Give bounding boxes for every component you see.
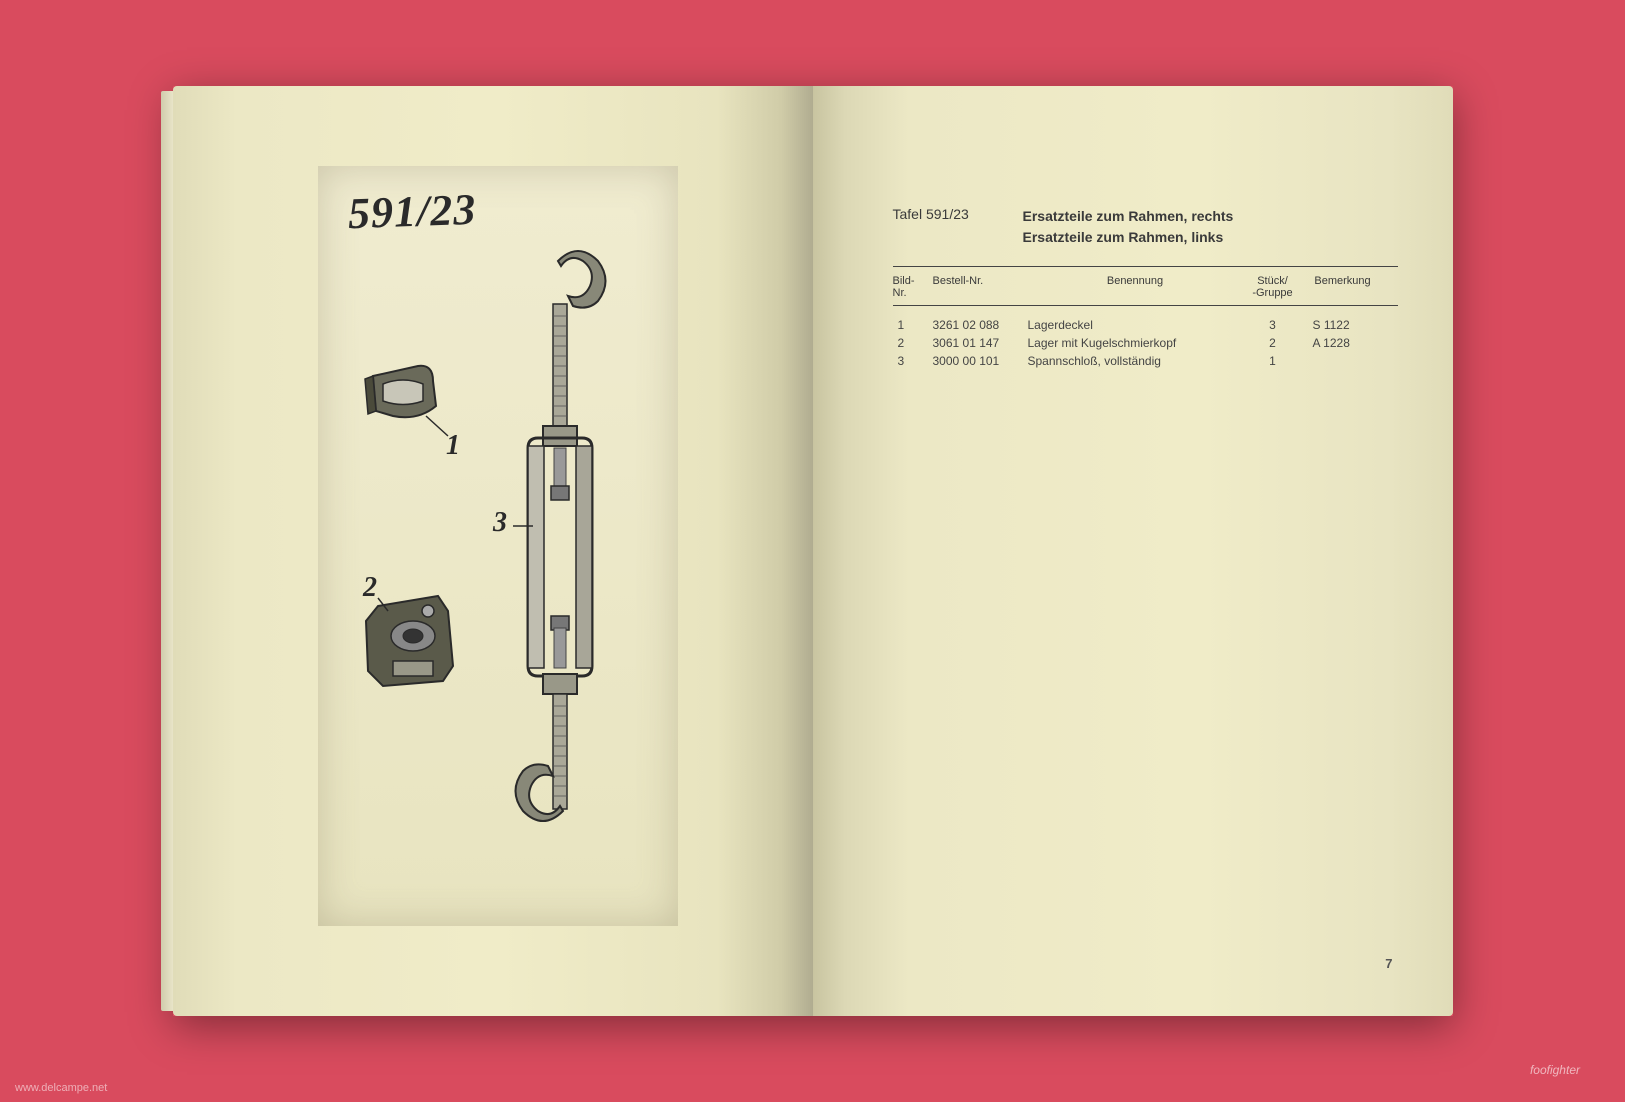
heading-line-2: Ersatzteile zum Rahmen, links xyxy=(1023,227,1234,248)
col-header-bestell: Bestell-Nr. xyxy=(933,275,1028,299)
page-heading: Tafel 591/23 Ersatzteile zum Rahmen, rec… xyxy=(893,206,1398,248)
cell-bemerkung: A 1228 xyxy=(1303,336,1383,350)
cell-benennung: Lager mit Kugelschmierkopf xyxy=(1028,336,1243,350)
turnbuckle-item-3 xyxy=(515,251,605,821)
bearing-item-2 xyxy=(366,596,453,686)
cell-bemerkung xyxy=(1303,354,1383,368)
cell-stueck: 2 xyxy=(1243,336,1303,350)
cell-bestell: 3061 01 147 xyxy=(933,336,1028,350)
bearing-cap-item-1 xyxy=(365,366,436,417)
cell-benennung: Lagerdeckel xyxy=(1028,318,1243,332)
table-row: 1 3261 02 088 Lagerdeckel 3 S 1122 xyxy=(893,318,1398,332)
cell-benennung: Spannschloß, vollständig xyxy=(1028,354,1243,368)
cell-bestell: 3000 00 101 xyxy=(933,354,1028,368)
cell-stueck: 3 xyxy=(1243,318,1303,332)
svg-text:1: 1 xyxy=(446,430,460,461)
col-header-benennung: Benennung xyxy=(1028,275,1243,299)
delcampe-credit: www.delcampe.net xyxy=(15,1082,107,1094)
cell-bemerkung: S 1122 xyxy=(1303,318,1383,332)
parts-diagram: 1 2 3 xyxy=(318,166,678,926)
parts-list-content: Tafel 591/23 Ersatzteile zum Rahmen, rec… xyxy=(813,86,1453,412)
cell-bild: 1 xyxy=(893,318,933,332)
col-header-bemerkung: Bemerkung xyxy=(1303,275,1383,299)
left-page: 591/23 xyxy=(173,86,813,1016)
page-number: 7 xyxy=(1385,956,1392,971)
table-column-headers: Bild-Nr. Bestell-Nr. Benennung Stück/-Gr… xyxy=(893,266,1398,306)
cell-bild: 2 xyxy=(893,336,933,350)
book-spread: 591/23 xyxy=(173,86,1453,1016)
table-row: 3 3000 00 101 Spannschloß, vollständig 1 xyxy=(893,354,1398,368)
cell-stueck: 1 xyxy=(1243,354,1303,368)
cell-bild: 3 xyxy=(893,354,933,368)
heading-line-1: Ersatzteile zum Rahmen, rechts xyxy=(1023,206,1234,227)
right-page: Tafel 591/23 Ersatzteile zum Rahmen, rec… xyxy=(813,86,1453,1016)
cell-bestell: 3261 02 088 xyxy=(933,318,1028,332)
col-header-stueck: Stück/-Gruppe xyxy=(1243,275,1303,299)
heading-text: Ersatzteile zum Rahmen, rechts Ersatztei… xyxy=(1023,206,1234,248)
tafel-reference: Tafel 591/23 xyxy=(893,206,1023,248)
callouts: 1 2 3 xyxy=(362,416,533,611)
col-header-bild: Bild-Nr. xyxy=(893,275,933,299)
watermark-text: foofighter xyxy=(1530,1063,1580,1077)
svg-text:2: 2 xyxy=(362,572,377,603)
illustration-plate: 591/23 xyxy=(318,166,678,926)
svg-text:3: 3 xyxy=(492,507,507,538)
table-row: 2 3061 01 147 Lager mit Kugelschmierkopf… xyxy=(893,336,1398,350)
page-edge-stack xyxy=(161,91,173,1011)
